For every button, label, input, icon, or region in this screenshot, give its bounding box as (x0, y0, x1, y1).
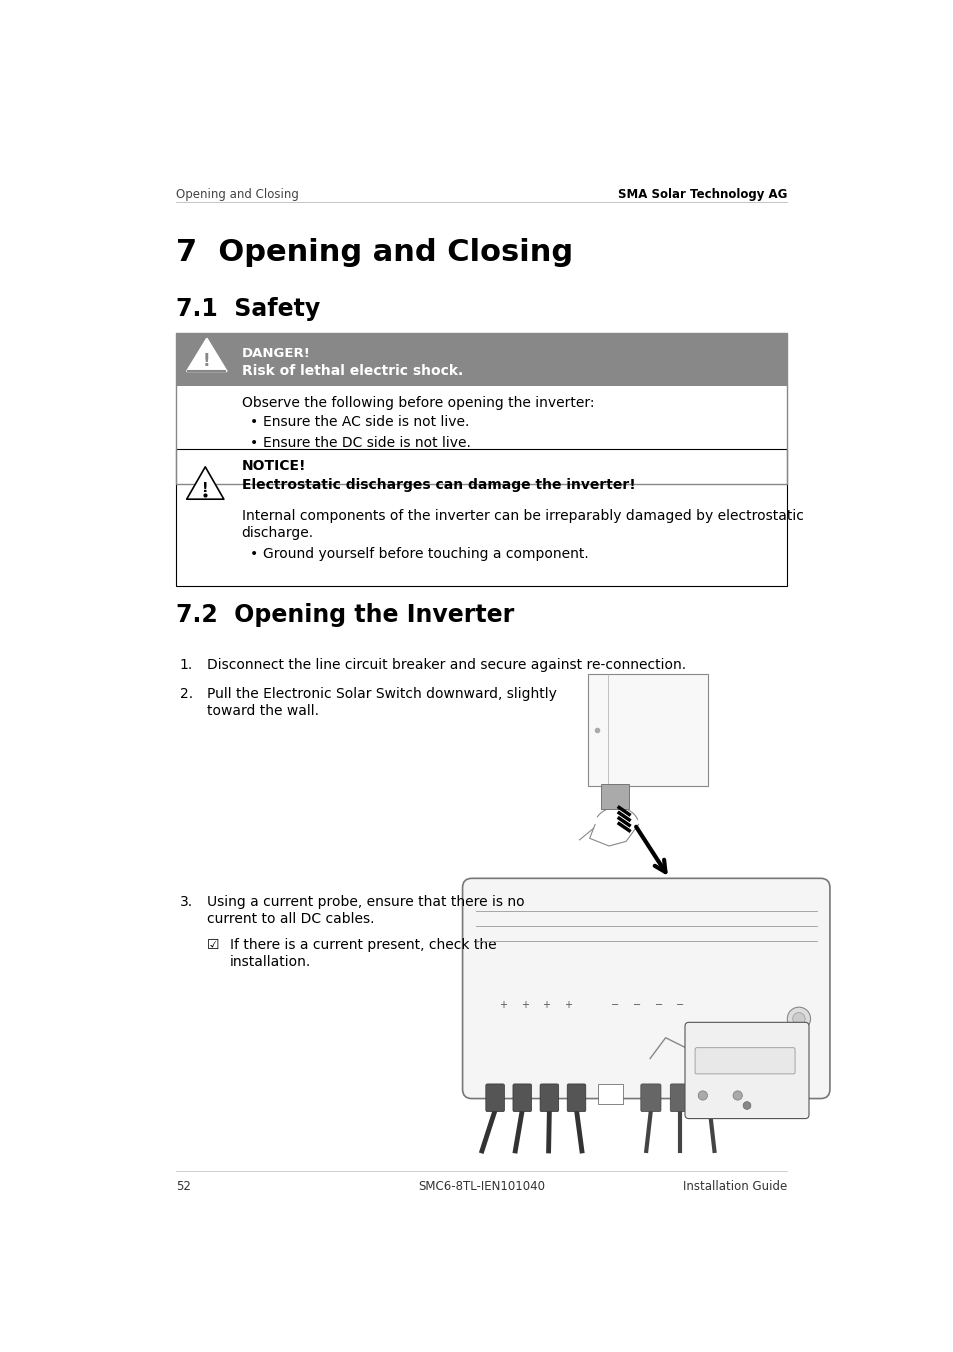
FancyBboxPatch shape (485, 1084, 504, 1111)
Text: current to all DC cables.: current to all DC cables. (207, 913, 374, 926)
FancyBboxPatch shape (699, 1084, 720, 1111)
FancyBboxPatch shape (539, 1084, 558, 1111)
Text: Risk of lethal electric shock.: Risk of lethal electric shock. (241, 364, 462, 379)
Text: Ensure the AC side is not live.: Ensure the AC side is not live. (262, 415, 469, 429)
Text: Ensure the DC side is not live.: Ensure the DC side is not live. (262, 437, 470, 450)
Text: discharge.: discharge. (241, 526, 314, 539)
FancyBboxPatch shape (175, 449, 786, 585)
Text: Using a current probe, ensure that there is no: Using a current probe, ensure that there… (207, 895, 524, 910)
Text: Electrostatic discharges can damage the inverter!: Electrostatic discharges can damage the … (241, 479, 635, 492)
Text: Installation Guide: Installation Guide (682, 1180, 786, 1194)
Circle shape (698, 1091, 707, 1101)
Text: −: − (676, 999, 683, 1010)
FancyBboxPatch shape (600, 784, 629, 808)
Text: installation.: installation. (230, 956, 311, 969)
Text: •: • (249, 415, 257, 429)
FancyBboxPatch shape (598, 1084, 622, 1105)
Text: 2.: 2. (179, 687, 193, 702)
Text: Disconnect the line circuit breaker and secure against re-connection.: Disconnect the line circuit breaker and … (207, 658, 685, 672)
Text: ☑: ☑ (207, 938, 219, 952)
FancyBboxPatch shape (462, 879, 829, 1099)
Text: 7.1  Safety: 7.1 Safety (175, 297, 320, 320)
FancyBboxPatch shape (695, 1048, 794, 1073)
Text: 1.: 1. (179, 658, 193, 672)
Text: Opening and Closing: Opening and Closing (175, 188, 298, 200)
Circle shape (732, 1091, 741, 1101)
Text: Internal components of the inverter can be irreparably damaged by electrostatic: Internal components of the inverter can … (241, 508, 802, 523)
FancyBboxPatch shape (684, 1022, 808, 1118)
Polygon shape (187, 466, 224, 499)
Text: −: − (654, 999, 662, 1010)
Text: Pull the Electronic Solar Switch downward, slightly: Pull the Electronic Solar Switch downwar… (207, 687, 557, 702)
Text: If there is a current present, check the: If there is a current present, check the (230, 938, 497, 952)
Text: NOTICE!: NOTICE! (241, 460, 306, 473)
FancyBboxPatch shape (670, 1084, 690, 1111)
Text: +: + (541, 999, 550, 1010)
Text: −: − (611, 999, 618, 1010)
FancyBboxPatch shape (175, 385, 786, 484)
Text: Observe the following before opening the inverter:: Observe the following before opening the… (241, 396, 594, 410)
Text: •: • (249, 548, 257, 561)
Text: +: + (498, 999, 506, 1010)
Text: SMA Solar Technology AG: SMA Solar Technology AG (618, 188, 786, 200)
Text: DANGER!: DANGER! (241, 347, 311, 360)
Text: !: ! (202, 481, 209, 495)
Text: 3.: 3. (179, 895, 193, 910)
Text: SMC6-8TL-IEN101040: SMC6-8TL-IEN101040 (417, 1180, 544, 1194)
Text: 52: 52 (175, 1180, 191, 1194)
Text: toward the wall.: toward the wall. (207, 704, 318, 718)
Text: +: + (563, 999, 572, 1010)
Text: !: ! (203, 352, 211, 370)
Text: +: + (520, 999, 528, 1010)
Text: Ground yourself before touching a component.: Ground yourself before touching a compon… (262, 548, 588, 561)
Circle shape (792, 1013, 804, 1025)
Text: •: • (249, 437, 257, 450)
Text: −: − (632, 999, 640, 1010)
FancyBboxPatch shape (513, 1084, 531, 1111)
Circle shape (786, 1007, 810, 1030)
Circle shape (742, 1102, 750, 1110)
FancyBboxPatch shape (175, 333, 786, 385)
FancyBboxPatch shape (587, 675, 707, 786)
FancyBboxPatch shape (640, 1084, 660, 1111)
Text: 7.2  Opening the Inverter: 7.2 Opening the Inverter (175, 603, 514, 627)
Text: 7  Opening and Closing: 7 Opening and Closing (175, 238, 573, 266)
Polygon shape (187, 338, 227, 372)
FancyBboxPatch shape (567, 1084, 585, 1111)
